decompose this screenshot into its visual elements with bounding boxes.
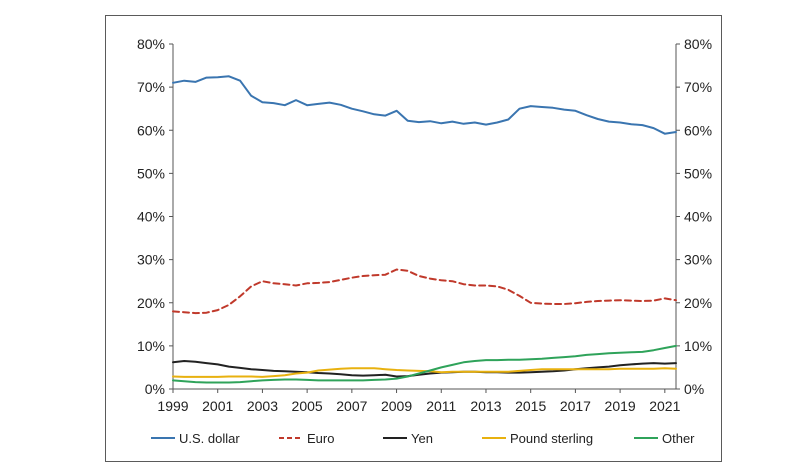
y-tick-label-right: 0% (684, 381, 704, 397)
x-tick-label: 2019 (605, 398, 636, 414)
x-tick-label: 2017 (560, 398, 591, 414)
y-tick-label: 70% (137, 79, 165, 95)
axes: 0% 0% 10% 10% 20% 20% 30% 30% 40% 40% 50% 50% 60% 60%… (137, 36, 712, 414)
legend-label-pound-sterling: Pound sterling (510, 431, 593, 446)
legend: U.S. dollar Euro Yen Pound sterling Other (151, 431, 695, 446)
legend-label-euro: Euro (307, 431, 334, 446)
x-tick-label: 2021 (649, 398, 680, 414)
x-tick-label: 2003 (247, 398, 278, 414)
y-tick-label-right: 30% (684, 252, 712, 268)
y-tick-label: 30% (137, 252, 165, 268)
y-tick-label-right: 20% (684, 295, 712, 311)
x-tick-label: 2009 (381, 398, 412, 414)
y-tick-label-right: 80% (684, 36, 712, 52)
legend-label-yen: Yen (411, 431, 433, 446)
series-line-euro (172, 268, 677, 315)
legend-label-u-s-dollar: U.S. dollar (179, 431, 240, 446)
legend-label-other: Other (662, 431, 695, 446)
y-tick-label-right: 60% (684, 122, 712, 138)
y-tick-label: 10% (137, 338, 165, 354)
chart-frame (105, 15, 722, 462)
x-tick-label: 2007 (336, 398, 367, 414)
x-tick-label: 1999 (157, 398, 188, 414)
y-tick-label: 80% (137, 36, 165, 52)
x-tick-label: 2015 (515, 398, 546, 414)
y-tick-label: 50% (137, 165, 165, 181)
series-line-yen (172, 360, 677, 378)
y-tick-label: 0% (145, 381, 165, 397)
y-tick-label-right: 50% (684, 165, 712, 181)
series-line-other (172, 344, 677, 384)
y-tick-label: 40% (137, 209, 165, 225)
y-tick-label-right: 40% (684, 209, 712, 225)
y-tick-label-right: 70% (684, 79, 712, 95)
x-tick-label: 2001 (202, 398, 233, 414)
x-tick-label: 2005 (292, 398, 323, 414)
y-tick-label: 60% (137, 122, 165, 138)
y-tick-label: 20% (137, 295, 165, 311)
x-tick-label: 2011 (426, 398, 456, 414)
y-tick-label-right: 10% (684, 338, 712, 354)
series-lines (172, 75, 677, 384)
x-tick-label: 2013 (470, 398, 501, 414)
series-line-u-s-dollar (172, 75, 677, 135)
